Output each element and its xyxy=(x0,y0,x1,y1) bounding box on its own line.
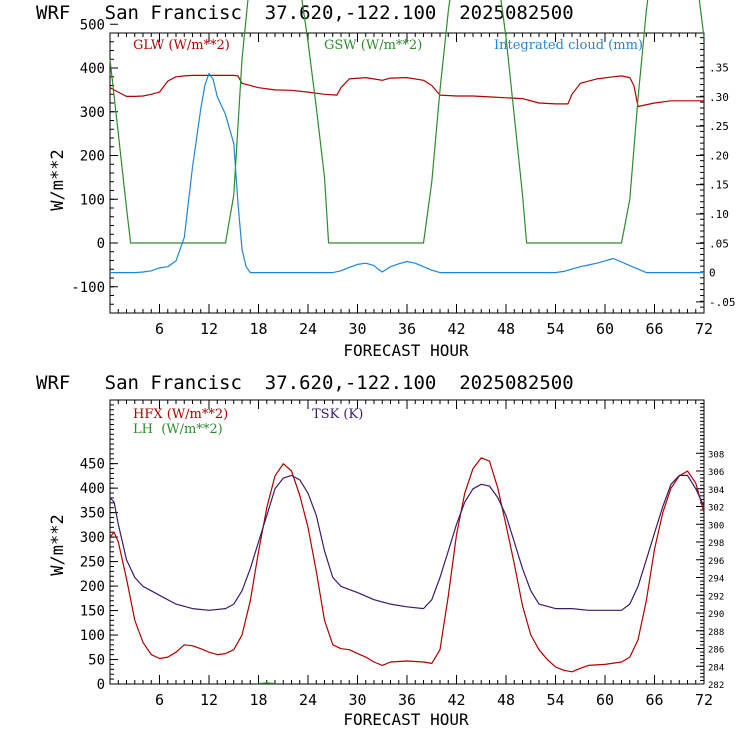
hfx-series-line xyxy=(109,457,705,673)
x-tick-label: 42 xyxy=(447,691,465,709)
y-tick-label: 0 xyxy=(97,677,105,693)
x-tick-label: 54 xyxy=(546,691,564,709)
x-tick-label: 24 xyxy=(299,320,317,338)
y2-tick-label: 290 xyxy=(708,610,724,620)
legend-gsw: GSW (W/m**2) xyxy=(324,38,422,53)
panel1-x-tick-labels: 6 12 18 24 30 36 42 48 54 60 66 72 xyxy=(155,320,713,338)
y2-tick-label: .35 xyxy=(709,62,729,75)
y-tick-label: -100 xyxy=(71,280,105,296)
y-tick-label: 500 xyxy=(80,17,105,33)
y-tick-label: 200 xyxy=(80,149,105,165)
panel1-y-tick-labels: -1000100200300400500600700 xyxy=(71,17,105,296)
y2-tick-label: .30 xyxy=(709,91,729,104)
legend-integrated-cloud: Integrated cloud (mm) xyxy=(494,38,643,53)
x-tick-label: 66 xyxy=(645,691,663,709)
y2-tick-label: 296 xyxy=(708,557,724,567)
panel1-y-axis-title: W/m**2 xyxy=(48,149,68,210)
legend-hfx: HFX (W/m**2) xyxy=(133,407,228,422)
y2-tick-label: .15 xyxy=(709,179,729,192)
panel2-x-tick-labels: 6 12 18 24 30 36 42 48 54 60 66 72 xyxy=(155,691,713,709)
legend-lh: LH (W/m**2) xyxy=(133,422,223,437)
panel2-series-layer xyxy=(109,457,705,685)
panel1-ticks xyxy=(109,23,705,314)
x-tick-label: 60 xyxy=(596,320,614,338)
y-tick-label: 300 xyxy=(80,530,105,546)
lh-series-line xyxy=(258,682,276,685)
y-tick-label: 400 xyxy=(80,481,105,497)
y2-tick-label: 284 xyxy=(708,663,724,673)
x-tick-label: 60 xyxy=(596,691,614,709)
y2-tick-label: 292 xyxy=(708,592,724,602)
y2-tick-label: 306 xyxy=(708,468,724,478)
x-tick-label: 72 xyxy=(695,320,713,338)
x-tick-label: 12 xyxy=(200,320,218,338)
x-tick-label: 48 xyxy=(497,691,515,709)
y2-tick-label: 294 xyxy=(708,575,724,585)
y2-tick-label: 288 xyxy=(708,628,724,638)
legend-tsk: TSK (K) xyxy=(312,407,363,422)
y-tick-label: 250 xyxy=(80,555,105,571)
y-tick-label: 350 xyxy=(80,506,105,522)
glw-series-line xyxy=(109,74,704,108)
y-tick-label: 400 xyxy=(80,61,105,77)
y-tick-label: 300 xyxy=(80,105,105,121)
panel1-title: WRF San Francisc 37.620,-122.100 2025082… xyxy=(36,2,574,24)
x-tick-label: 48 xyxy=(497,320,515,338)
y-tick-label: 0 xyxy=(97,236,105,252)
y2-tick-label: -.05 xyxy=(709,296,736,309)
panel-radiation-cloud: WRF San Francisc 37.620,-122.100 2025082… xyxy=(36,0,736,360)
panel1-y2-tick-labels: -.05 0 .05 .10 .15 .20 .25 .30 .35 xyxy=(709,62,736,309)
y2-tick-label: .25 xyxy=(709,120,729,133)
y-tick-label: 100 xyxy=(80,192,105,208)
panel2-title: WRF San Francisc 37.620,-122.100 2025082… xyxy=(36,372,574,394)
y-tick-label: 150 xyxy=(80,604,105,620)
y2-tick-label: 302 xyxy=(708,504,724,514)
y-tick-label: 50 xyxy=(88,653,105,669)
x-tick-label: 54 xyxy=(546,320,564,338)
y2-tick-label: 308 xyxy=(708,450,724,460)
panel2-y-axis-title: W/m**2 xyxy=(48,514,68,575)
x-tick-label: 72 xyxy=(695,691,713,709)
x-tick-label: 42 xyxy=(447,320,465,338)
x-tick-label: 18 xyxy=(249,691,267,709)
x-tick-label: 6 xyxy=(155,691,164,709)
y2-tick-label: 298 xyxy=(708,539,724,549)
legend-glw: GLW (W/m**2) xyxy=(133,38,230,53)
panel2-x-axis-title: FORECAST HOUR xyxy=(343,710,469,729)
x-tick-label: 30 xyxy=(348,691,366,709)
x-tick-label: 36 xyxy=(398,320,416,338)
y-tick-label: 200 xyxy=(80,579,105,595)
x-tick-label: 30 xyxy=(348,320,366,338)
panel1-series-layer xyxy=(109,0,705,274)
panel-heat-flux-skin-temp: WRF San Francisc 37.620,-122.100 2025082… xyxy=(36,372,724,729)
y2-tick-label: .10 xyxy=(709,208,729,221)
x-tick-label: 6 xyxy=(155,320,164,338)
y-tick-label: 100 xyxy=(80,628,105,644)
x-tick-label: 24 xyxy=(299,691,317,709)
panel1-x-axis-title: FORECAST HOUR xyxy=(343,341,469,360)
y2-tick-label: 286 xyxy=(708,646,724,656)
gsw-series-line xyxy=(109,0,705,244)
y-tick-label: 450 xyxy=(80,457,105,473)
x-tick-label: 66 xyxy=(645,320,663,338)
integrated-series-line xyxy=(110,72,704,274)
panel2-ticks xyxy=(109,399,705,685)
y2-tick-label: 0 xyxy=(709,267,716,280)
y2-tick-label: 282 xyxy=(708,681,724,691)
y2-tick-label: 304 xyxy=(708,486,724,496)
y2-tick-label: 300 xyxy=(708,521,724,531)
tsk-series-line xyxy=(109,474,705,611)
panel2-y-tick-labels: 0 50 100 150 200 250 300 350 400 450 xyxy=(80,457,105,693)
y2-tick-label: .20 xyxy=(709,149,729,162)
panel2-y2-tick-labels: 282 284 286 288 290 292 294 296 298 300 302 304 306 3… xyxy=(708,450,724,691)
x-tick-label: 12 xyxy=(200,691,218,709)
x-tick-label: 18 xyxy=(249,320,267,338)
x-tick-label: 36 xyxy=(398,691,416,709)
y2-tick-label: .05 xyxy=(709,237,729,250)
